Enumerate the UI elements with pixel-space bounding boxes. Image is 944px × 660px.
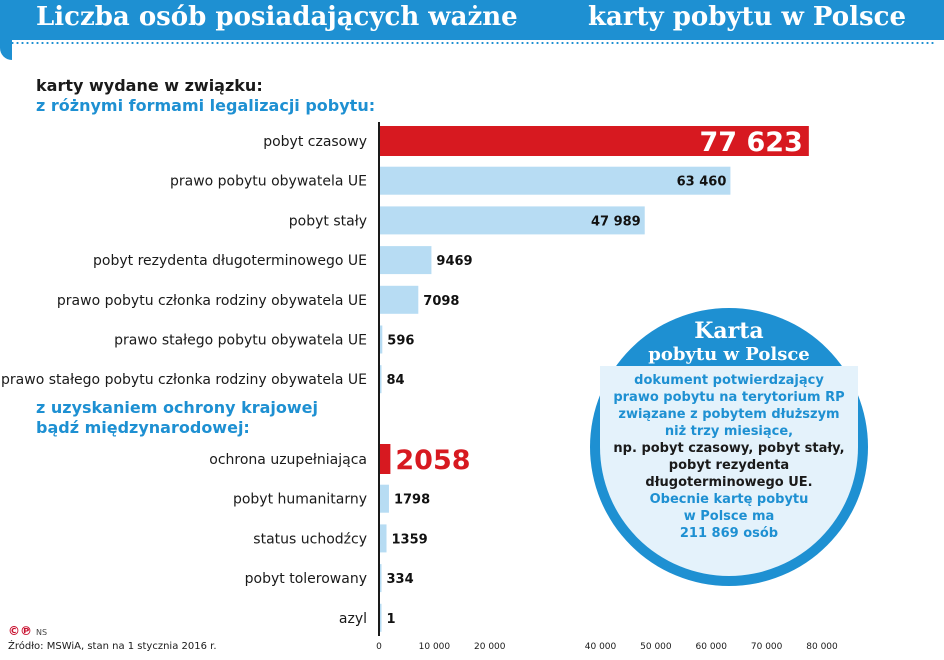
- section-subheading-1: z różnymi formami legalizacji pobytu:: [36, 96, 376, 115]
- chart-bar: [379, 206, 645, 235]
- x-tick-label: 0: [376, 642, 382, 652]
- section-heading-1: karty wydane w związku:: [36, 76, 263, 95]
- callout-line: pobyt rezydenta: [668, 458, 790, 473]
- chart-bar: [379, 166, 731, 195]
- callout-inner: [600, 366, 858, 576]
- data-label: 77 623: [699, 127, 802, 158]
- chart-bar: [379, 246, 432, 275]
- chart-bar: [379, 524, 387, 553]
- callout-line: w Polsce ma: [683, 509, 775, 524]
- callout-heading-2: pobytu w Polsce: [648, 344, 810, 365]
- x-tick-label: 10 000: [419, 642, 451, 652]
- data-label: 1: [387, 612, 396, 627]
- callout-line: związane z pobytem dłuższym: [618, 407, 840, 422]
- callout-body: dokument potwierdzający prawo pobytu na …: [610, 372, 848, 542]
- title-accent: [0, 0, 12, 60]
- category-label: pobyt humanitarny: [233, 492, 367, 508]
- category-label: ochrona uzupełniająca: [209, 452, 367, 468]
- logo-mark: ©℗: [8, 624, 32, 638]
- data-label: 63 460: [677, 175, 727, 190]
- category-label: prawo stałego pobytu obywatela UE: [114, 333, 367, 349]
- category-label: status uchodźcy: [253, 531, 367, 547]
- category-label: prawo pobytu obywatela UE: [170, 174, 367, 190]
- page-title-right: karty pobytu w Polsce: [588, 2, 907, 32]
- callout-heading-1: Karta: [694, 318, 764, 344]
- chart-bar: [379, 285, 419, 314]
- title-bar: Liczba osób posiadających ważne karty po…: [0, 0, 944, 60]
- callout-line: niż trzy miesiące,: [664, 424, 794, 439]
- x-tick-label: 70 000: [751, 642, 783, 652]
- chart-bar: [379, 325, 383, 354]
- info-callout: Karta pobytu w Polsce dokument potwierdz…: [590, 308, 868, 586]
- chart-bar: [379, 126, 809, 156]
- data-label: 1798: [394, 493, 430, 508]
- section-heading-2: z uzyskaniem ochrony krajowej: [36, 398, 319, 417]
- category-label: pobyt stały: [289, 213, 367, 229]
- title-dotted-line: [10, 42, 936, 44]
- x-tick-label: 60 000: [696, 642, 728, 652]
- category-label: azyl: [339, 611, 367, 627]
- callout-line: np. pobyt czasowy, pobyt stały,: [613, 441, 845, 456]
- x-tick-label: 20 000: [474, 642, 506, 652]
- category-label: pobyt tolerowany: [245, 571, 367, 587]
- chart-bar: [379, 603, 382, 632]
- section-subheading-2: bądź międzynarodowej:: [36, 418, 250, 437]
- callout-line: długoterminowego UE.: [645, 475, 813, 490]
- page-title-left: Liczba osób posiadających ważne: [36, 2, 518, 32]
- data-label: 84: [387, 373, 405, 388]
- x-tick-label: 50 000: [640, 642, 672, 652]
- category-label: prawo pobytu członka rodziny obywatela U…: [57, 293, 367, 309]
- author-initials: NS: [36, 628, 48, 637]
- data-label: 334: [387, 572, 414, 587]
- x-tick-label: 80 000: [806, 642, 838, 652]
- data-label: 7098: [423, 294, 459, 309]
- callout-line: 211 869 osób: [679, 526, 779, 541]
- data-label: 47 989: [591, 214, 641, 229]
- chart-bar: [379, 444, 391, 474]
- data-label: 9469: [436, 254, 472, 269]
- source-note: Źródło: MSWiA, stan na 1 stycznia 2016 r…: [8, 641, 217, 652]
- data-label: 596: [387, 334, 414, 349]
- publisher-logo: ©℗ NS: [8, 624, 47, 638]
- x-tick-label: 40 000: [585, 642, 617, 652]
- callout-line: Obecnie kartę pobytu: [649, 492, 809, 507]
- callout-line: dokument potwierdzający: [634, 373, 824, 388]
- data-label: 2058: [395, 445, 470, 476]
- chart-bar: [379, 484, 389, 513]
- category-label: prawo stałego pobytu członka rodziny oby…: [1, 372, 367, 388]
- chart-bar: [379, 564, 382, 593]
- category-label: pobyt rezydenta długoterminowego UE: [93, 253, 367, 269]
- category-label: pobyt czasowy: [263, 134, 367, 150]
- chart-bar: [379, 365, 382, 394]
- callout-line: prawo pobytu na terytorium RP: [613, 390, 845, 405]
- data-label: 1359: [392, 532, 428, 547]
